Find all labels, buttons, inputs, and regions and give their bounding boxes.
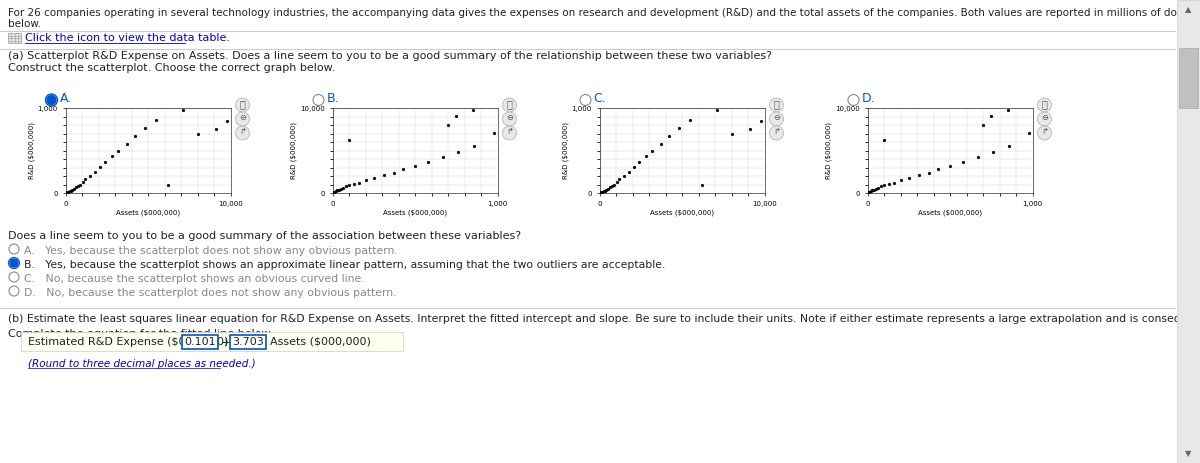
Text: ↱: ↱	[506, 127, 514, 137]
Point	[433, 154, 452, 161]
Point	[593, 188, 612, 196]
Point	[871, 183, 890, 190]
Point	[80, 172, 100, 180]
Point	[599, 185, 618, 193]
Point	[73, 178, 92, 186]
Point	[356, 176, 376, 184]
Point	[340, 137, 359, 144]
Point	[899, 174, 918, 181]
Point	[929, 165, 948, 173]
Point	[116, 140, 136, 147]
Point	[884, 179, 904, 187]
Point	[610, 175, 629, 183]
Text: ⊖: ⊖	[1042, 113, 1048, 123]
Point	[650, 140, 670, 147]
Circle shape	[503, 98, 516, 112]
Point	[982, 112, 1001, 119]
Point	[419, 158, 438, 165]
Point	[983, 149, 1002, 156]
Point	[90, 163, 109, 170]
Point	[890, 176, 910, 184]
Point	[374, 171, 394, 179]
FancyBboxPatch shape	[181, 335, 217, 349]
Y-axis label: R&D ($000,000): R&D ($000,000)	[826, 122, 833, 179]
Point	[602, 182, 622, 190]
Point	[919, 169, 938, 176]
Point	[349, 179, 368, 187]
Text: 0.101: 0.101	[184, 337, 216, 347]
Text: B.: B.	[326, 93, 340, 106]
Y-axis label: R&D ($000,000): R&D ($000,000)	[290, 122, 298, 179]
Text: A.   Yes, because the scatterplot does not show any obvious pattern.: A. Yes, because the scatterplot does not…	[24, 246, 397, 256]
X-axis label: Assets ($000,000): Assets ($000,000)	[650, 209, 714, 216]
Text: C.   No, because the scatterplot shows an obvious curved line.: C. No, because the scatterplot shows an …	[24, 274, 365, 284]
Point	[968, 154, 988, 161]
Point	[594, 188, 613, 195]
Point	[859, 188, 878, 196]
Circle shape	[47, 95, 56, 105]
Point	[614, 172, 634, 180]
Point	[463, 106, 482, 113]
Text: Assets ($000,000): Assets ($000,000)	[270, 337, 371, 347]
Point	[1000, 143, 1019, 150]
Point	[485, 129, 504, 137]
Point	[624, 163, 643, 170]
Point	[973, 121, 992, 129]
Point	[65, 185, 84, 193]
Point	[125, 132, 144, 140]
Point	[217, 117, 236, 125]
Point	[636, 153, 655, 160]
Point	[71, 181, 90, 188]
FancyBboxPatch shape	[229, 335, 265, 349]
Point	[605, 181, 624, 188]
Text: Does a line seem to you to be a good summary of the association between these va: Does a line seem to you to be a good sum…	[8, 231, 521, 241]
Point	[680, 116, 700, 124]
Point	[146, 116, 166, 124]
Point	[692, 181, 712, 188]
Text: ⊖: ⊖	[773, 113, 780, 123]
Text: For 26 companies operating in several technology industries, the accompanying da: For 26 companies operating in several te…	[8, 8, 1200, 18]
Point	[722, 130, 742, 137]
Circle shape	[235, 112, 250, 126]
Point	[875, 182, 894, 189]
Point	[344, 181, 364, 188]
Text: ▼: ▼	[1184, 449, 1192, 458]
Point	[438, 121, 457, 129]
Point	[325, 188, 344, 195]
Point	[334, 184, 353, 191]
Point	[109, 147, 128, 154]
Text: Complete the equation for the fitted line below.: Complete the equation for the fitted lin…	[8, 329, 274, 339]
Circle shape	[1038, 98, 1051, 112]
Point	[630, 158, 649, 165]
Circle shape	[503, 126, 516, 140]
Point	[751, 117, 770, 125]
Point	[866, 185, 886, 192]
Point	[864, 186, 883, 193]
Point	[336, 183, 355, 190]
Text: below.: below.	[8, 19, 41, 29]
Point	[910, 171, 929, 179]
Point	[96, 158, 115, 165]
Point	[58, 188, 77, 196]
Point	[66, 184, 85, 191]
FancyBboxPatch shape	[1178, 48, 1198, 108]
Text: ⊖: ⊖	[239, 113, 246, 123]
Point	[464, 143, 484, 150]
Point	[869, 184, 888, 191]
Point	[998, 106, 1018, 113]
Point	[340, 182, 359, 189]
Text: Estimated R&D Expense ($000,000) =: Estimated R&D Expense ($000,000) =	[28, 337, 241, 347]
Circle shape	[503, 112, 516, 126]
Text: (b) Estimate the least squares linear equation for R&D Expense on Assets. Interp: (b) Estimate the least squares linear eq…	[8, 314, 1200, 324]
Point	[862, 187, 881, 194]
Point	[60, 188, 79, 195]
Point	[328, 187, 347, 194]
FancyBboxPatch shape	[8, 33, 22, 43]
Text: 3.703: 3.703	[232, 337, 264, 347]
Point	[102, 153, 121, 160]
Point	[364, 174, 383, 181]
Circle shape	[1038, 126, 1051, 140]
FancyBboxPatch shape	[22, 332, 403, 351]
Point	[329, 186, 348, 193]
